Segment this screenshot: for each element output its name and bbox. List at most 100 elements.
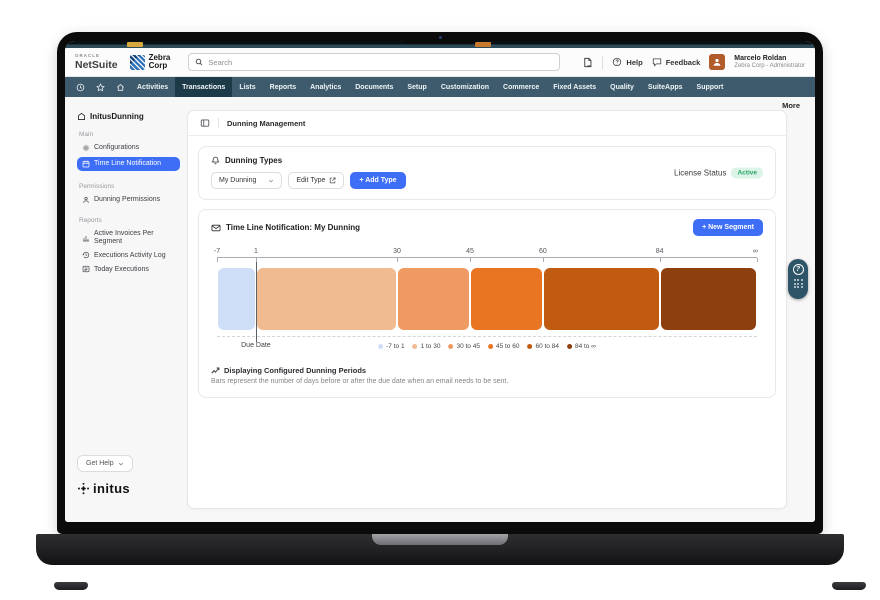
nav-item-fixed-assets[interactable]: Fixed Assets <box>553 83 597 91</box>
nav-item-transactions[interactable]: Transactions <box>175 77 233 97</box>
sidebar-item-today-executions[interactable]: Today Executions <box>77 262 184 276</box>
dunning-type-select[interactable]: My Dunning <box>211 172 283 189</box>
nav-item-quality[interactable]: Quality <box>610 83 634 91</box>
chart-footer-title: Displaying Configured Dunning Periods <box>224 366 367 375</box>
axis-tick-mark <box>659 258 661 262</box>
axis-tick-label: ∞ <box>752 248 758 255</box>
laptop-base <box>36 534 844 565</box>
chart-footer-description: Bars represent the number of days before… <box>211 378 509 385</box>
chart-legend: -7 to 1 1 to 30 30 to 45 45 to 60 60 to 84 84… <box>378 343 596 350</box>
history-icon <box>82 251 90 259</box>
nav-item-analytics[interactable]: Analytics <box>310 83 342 91</box>
initus-brand-text: initus <box>93 481 131 496</box>
nav-item-commerce[interactable]: Commerce <box>503 83 540 91</box>
help-button[interactable]: Help <box>612 57 643 67</box>
axis-tick-mark <box>255 258 257 262</box>
sidebar-item-active-invoices[interactable]: Active Invoices Per Segment <box>77 227 184 248</box>
user-role: Zebra Corp - Administrator <box>734 62 805 69</box>
more-link[interactable]: More <box>782 101 800 110</box>
question-icon: ? <box>792 264 804 275</box>
edit-type-button[interactable]: Edit Type <box>288 172 345 189</box>
feedback-button[interactable]: Feedback <box>652 57 700 67</box>
timeline-bar-segment[interactable] <box>397 268 469 330</box>
lid-groove <box>372 534 508 545</box>
nav-item-customization[interactable]: Customization <box>440 83 490 91</box>
app-title[interactable]: InitusDunning <box>77 112 184 121</box>
tab-accent <box>475 42 491 47</box>
sidebar-item-executions-activity-log[interactable]: Executions Activity Log <box>77 248 184 262</box>
timeline-bar-segment[interactable] <box>543 268 659 330</box>
global-search[interactable] <box>188 53 561 71</box>
floating-help-widget[interactable]: ? <box>788 259 808 299</box>
search-input[interactable] <box>208 57 554 67</box>
legend-dot <box>412 344 418 349</box>
legend-item: 45 to 60 <box>487 343 519 350</box>
nav-item-suiteapps[interactable]: SuiteApps <box>647 83 683 91</box>
recents-icon[interactable] <box>70 77 90 97</box>
nav-item-documents[interactable]: Documents <box>355 83 394 91</box>
app-icon <box>77 112 86 121</box>
due-date-label: Due Date <box>241 342 271 349</box>
new-segment-button[interactable]: + New Segment <box>693 219 763 236</box>
company-logo[interactable]: Zebra Corp <box>129 53 170 71</box>
search-icon <box>195 58 203 66</box>
person-icon <box>82 196 90 204</box>
chart-baseline <box>217 336 757 337</box>
user-avatar[interactable] <box>709 54 726 70</box>
gear-icon <box>82 144 90 152</box>
main-navbar: Activities Transactions Lists Reports An… <box>65 77 815 97</box>
dunning-types-card: Dunning Types My Dunning Edit Type <box>198 146 776 200</box>
axis-tick-mark <box>397 258 398 262</box>
trend-arrow-icon <box>211 367 220 374</box>
nav-item-lists[interactable]: Lists <box>239 83 256 91</box>
timeline-bar-segment[interactable] <box>256 268 396 330</box>
user-menu[interactable]: Marcelo Roldan Zebra Corp - Administrato… <box>734 55 805 70</box>
legend-item: 30 to 45 <box>448 343 480 350</box>
oracle-logo-text: ORACLE <box>75 53 100 58</box>
nav-item-reports[interactable]: Reports <box>269 83 297 91</box>
sidebar-item-configurations[interactable]: Configurations <box>77 141 184 155</box>
timeline-bar-segment[interactable] <box>660 268 756 330</box>
zebra-logo-icon <box>129 54 145 70</box>
legend-dot <box>487 344 493 349</box>
axis-tick-mark <box>469 258 471 262</box>
chart-footer: Displaying Configured Dunning Periods Ba… <box>211 366 763 385</box>
timeline-icon <box>82 160 90 168</box>
collapse-sidebar-icon[interactable] <box>200 118 210 128</box>
main-panel: Dunning Management Dunning Types <box>187 110 787 509</box>
timeline-bar-segment[interactable] <box>470 268 542 330</box>
bell-icon <box>211 156 220 165</box>
axis-tick-label: 60 <box>539 248 547 255</box>
new-document-button[interactable] <box>582 57 593 68</box>
divider <box>602 55 604 69</box>
sidebar-section-reports: Reports <box>79 217 102 224</box>
dunning-types-title: Dunning Types <box>225 156 283 165</box>
home-icon[interactable] <box>110 77 130 97</box>
chart-axis-labels: -7 1 30 45 60 84 ∞ <box>213 248 758 257</box>
legend-item: 60 to 84 <box>527 343 559 350</box>
legend-item: -7 to 1 <box>378 343 405 350</box>
initus-logo-icon <box>77 482 90 495</box>
axis-tick-label: -7 <box>213 248 221 255</box>
dunning-timeline-chart: -7 1 30 45 60 84 ∞ Due Date -7 to 1 1 to 30 30 t… <box>213 248 758 353</box>
nav-item-support[interactable]: Support <box>696 83 724 91</box>
timeline-card: Time Line Notification: My Dunning + New… <box>198 209 776 398</box>
timeline-bar-segment[interactable] <box>218 268 255 330</box>
legend-dot <box>566 344 572 349</box>
license-status-badge: Active <box>731 167 763 179</box>
nav-item-setup[interactable]: Setup <box>407 83 427 91</box>
shortcuts-star-icon[interactable] <box>90 77 110 97</box>
sidebar-item-time-line-notification[interactable]: Time Line Notification <box>77 157 180 171</box>
nav-item-activities[interactable]: Activities <box>137 83 169 91</box>
axis-tick-label: 84 <box>655 248 664 255</box>
add-type-button[interactable]: + Add Type <box>350 172 406 189</box>
axis-tick-label: 30 <box>393 248 401 255</box>
chart-below-row: Due Date -7 to 1 1 to 30 30 to 45 45 to 60 6… <box>217 340 757 353</box>
content-area: More InitusDunning Main Configurations <box>65 97 815 522</box>
get-help-button[interactable]: Get Help <box>77 455 133 472</box>
netsuite-logo[interactable]: ORACLE NetSuite <box>75 53 118 70</box>
sidebar-item-dunning-permissions[interactable]: Dunning Permissions <box>77 193 184 207</box>
user-name: Marcelo Roldan <box>734 54 787 62</box>
edit-icon <box>330 177 336 184</box>
axis-tick-mark <box>542 258 544 262</box>
